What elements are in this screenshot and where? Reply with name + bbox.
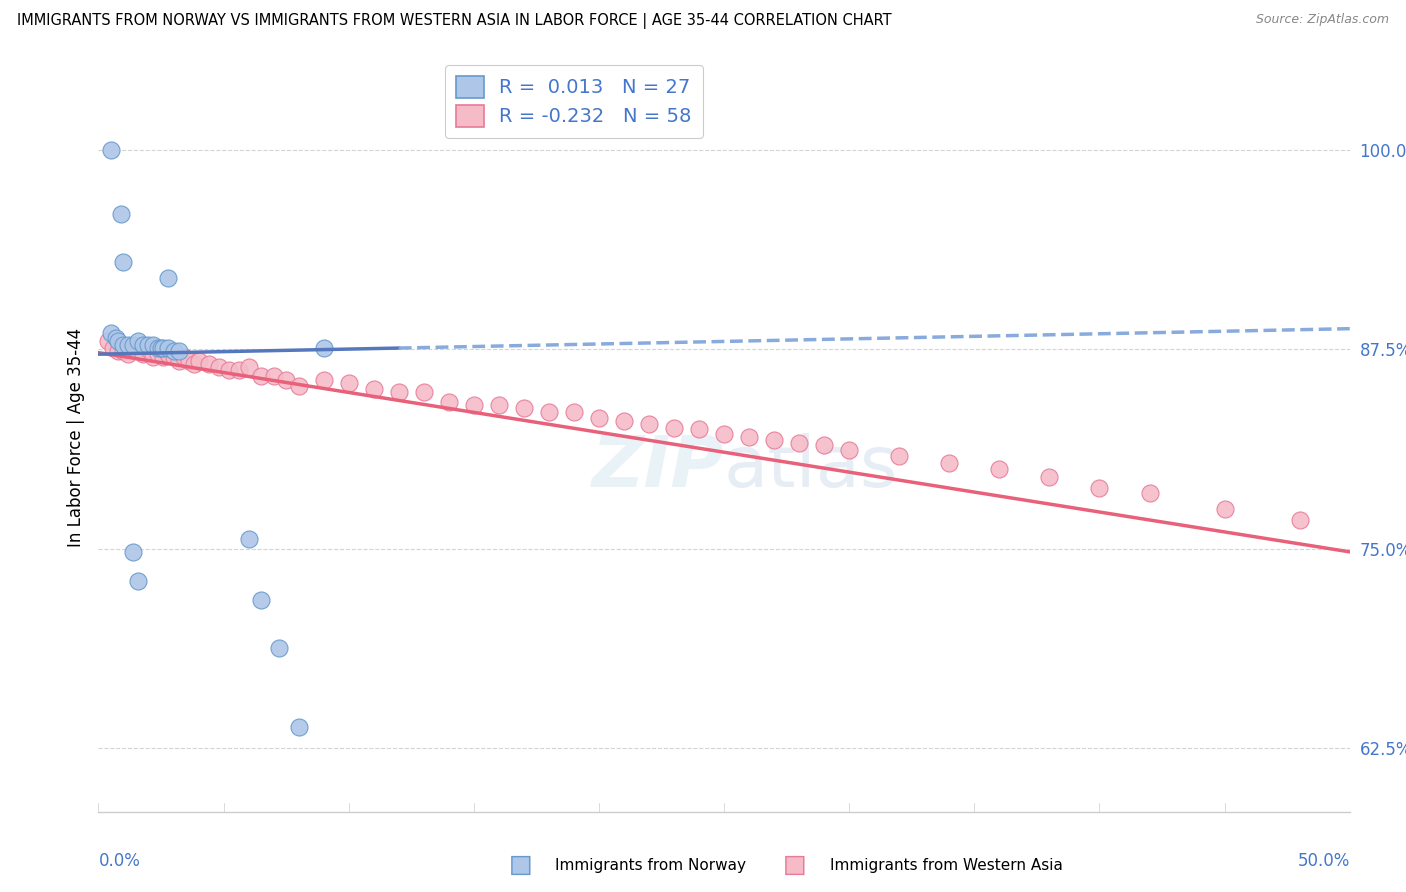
- Point: [988, 462, 1011, 476]
- Point: [142, 351, 165, 365]
- Point: [218, 363, 240, 377]
- Point: [537, 404, 560, 418]
- Point: [412, 385, 434, 400]
- Point: [1139, 486, 1161, 500]
- Point: [250, 592, 273, 607]
- Text: ■: ■: [509, 854, 531, 877]
- Point: [127, 574, 149, 588]
- Point: [738, 430, 761, 444]
- Point: [638, 417, 661, 432]
- Point: [312, 341, 335, 355]
- Point: [228, 363, 250, 377]
- Point: [127, 334, 149, 349]
- Point: [157, 347, 180, 361]
- Point: [162, 351, 184, 365]
- Point: [127, 343, 149, 358]
- Legend: R =  0.013   N = 27, R = -0.232   N = 58: R = 0.013 N = 27, R = -0.232 N = 58: [444, 64, 703, 138]
- Point: [167, 343, 190, 358]
- Point: [162, 343, 184, 358]
- Point: [117, 347, 139, 361]
- Point: [287, 720, 309, 734]
- Point: [100, 326, 122, 341]
- Point: [132, 347, 155, 361]
- Point: [1288, 513, 1310, 527]
- Point: [138, 337, 160, 351]
- Point: [562, 404, 585, 418]
- Point: [388, 385, 411, 400]
- Point: [183, 357, 205, 371]
- Text: IMMIGRANTS FROM NORWAY VS IMMIGRANTS FROM WESTERN ASIA IN LABOR FORCE | AGE 35-4: IMMIGRANTS FROM NORWAY VS IMMIGRANTS FRO…: [17, 13, 891, 29]
- Text: Source: ZipAtlas.com: Source: ZipAtlas.com: [1256, 13, 1389, 27]
- Point: [889, 449, 911, 463]
- Point: [132, 337, 155, 351]
- Point: [148, 341, 170, 355]
- Point: [267, 640, 290, 655]
- Point: [613, 414, 636, 428]
- Point: [112, 337, 135, 351]
- Point: [107, 343, 129, 358]
- Point: [688, 422, 710, 436]
- Point: [1213, 501, 1236, 516]
- Point: [238, 359, 260, 374]
- Point: [463, 398, 485, 412]
- Point: [1038, 470, 1060, 484]
- Text: Immigrants from Norway: Immigrants from Norway: [555, 858, 747, 872]
- Text: ■: ■: [783, 854, 806, 877]
- Point: [787, 436, 810, 450]
- Point: [104, 331, 127, 345]
- Text: ZIP: ZIP: [592, 433, 724, 501]
- Point: [122, 341, 145, 355]
- Point: [100, 143, 122, 157]
- Point: [138, 343, 160, 357]
- Point: [152, 341, 174, 355]
- Point: [117, 337, 139, 351]
- Point: [588, 411, 610, 425]
- Point: [813, 438, 835, 452]
- Point: [250, 369, 273, 384]
- Y-axis label: In Labor Force | Age 35-44: In Labor Force | Age 35-44: [66, 327, 84, 547]
- Point: [207, 359, 229, 374]
- Text: atlas: atlas: [724, 433, 898, 501]
- Point: [312, 373, 335, 387]
- Point: [157, 341, 180, 355]
- Text: 0.0%: 0.0%: [98, 852, 141, 870]
- Point: [763, 434, 786, 448]
- Point: [107, 334, 129, 349]
- Point: [274, 373, 298, 387]
- Point: [838, 442, 860, 457]
- Text: □: □: [509, 854, 531, 877]
- Point: [148, 347, 170, 361]
- Point: [238, 532, 260, 546]
- Point: [112, 343, 135, 358]
- Point: [150, 341, 173, 355]
- Point: [437, 395, 460, 409]
- Point: [173, 351, 195, 365]
- Text: 50.0%: 50.0%: [1298, 852, 1350, 870]
- Text: Immigrants from Western Asia: Immigrants from Western Asia: [830, 858, 1063, 872]
- Point: [177, 353, 200, 368]
- Point: [488, 398, 510, 412]
- Point: [713, 426, 735, 441]
- Point: [110, 207, 132, 221]
- Point: [1088, 481, 1111, 495]
- Point: [363, 382, 385, 396]
- Point: [197, 357, 219, 371]
- Point: [337, 376, 360, 390]
- Point: [142, 337, 165, 351]
- Point: [287, 379, 309, 393]
- Point: [938, 456, 960, 470]
- Text: □: □: [783, 854, 806, 877]
- Point: [112, 254, 135, 268]
- Point: [157, 270, 180, 285]
- Point: [187, 353, 209, 368]
- Point: [122, 545, 145, 559]
- Point: [122, 337, 145, 351]
- Point: [103, 341, 125, 355]
- Point: [167, 353, 190, 368]
- Point: [152, 351, 174, 365]
- Point: [97, 334, 120, 349]
- Point: [513, 401, 536, 416]
- Point: [662, 420, 685, 434]
- Point: [263, 369, 285, 384]
